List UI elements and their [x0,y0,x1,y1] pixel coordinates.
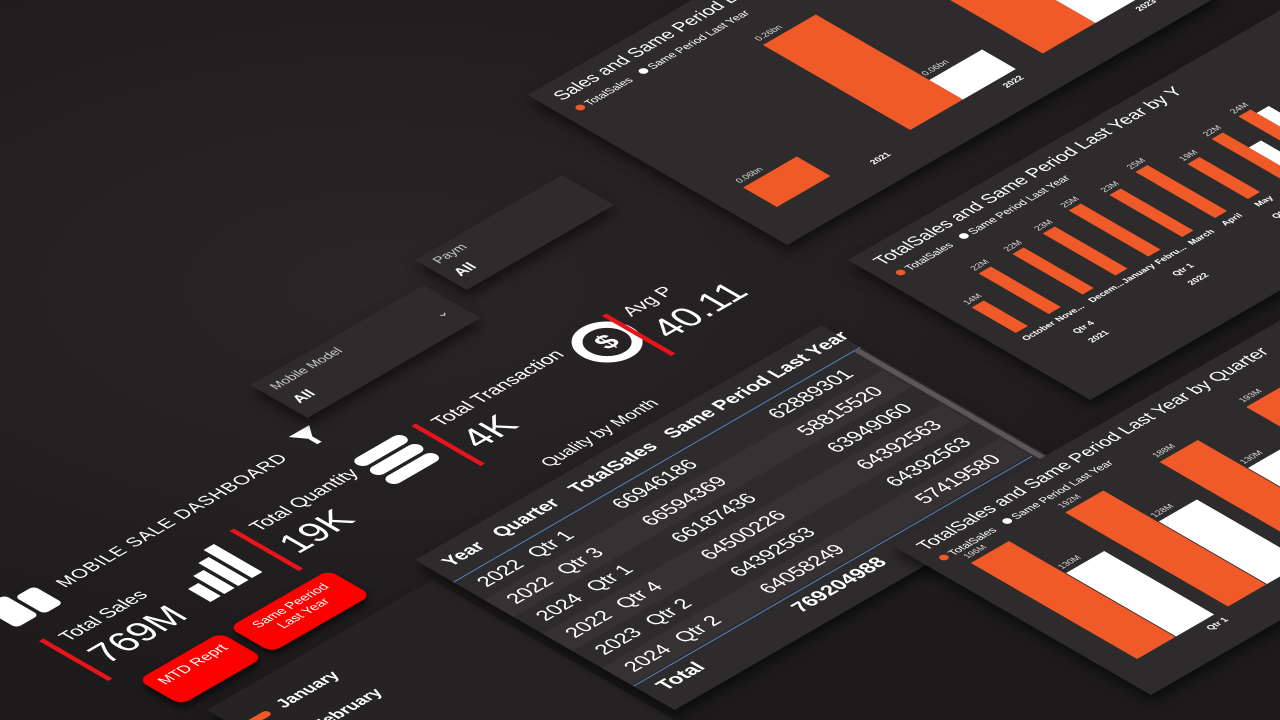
category-label: 2022 [1000,74,1027,90]
category-label: Qtr 1 [1203,616,1231,632]
chevron-down-icon[interactable]: ⌄ [428,306,453,321]
quarter-axis-label: Qtr 2 [1269,204,1280,220]
payment-value: All [449,260,481,279]
month-axis-label: May [1251,194,1276,208]
bar-totalsales [1187,157,1261,199]
category-label: 2021 [867,150,894,166]
month-axis-label: January [1118,262,1158,285]
month-axis-label: Decem... [1085,280,1127,304]
same-period-label: Same Peeriod Last Year [247,581,334,631]
mobile-model-slicer[interactable]: Mobile Model All ⌄ [250,285,481,419]
quarter-axis-label: Qtr 1 [1169,261,1197,278]
year-axis-label: 2022 [1185,271,1212,287]
mobile-model-label: Mobile Model [265,345,346,392]
trend-chart-icon [158,542,263,603]
mtd-report-label: MTD Reprt [154,641,233,688]
quarter-axis-label: Qtr 4 [1069,319,1097,335]
category-label: 2023 [1132,0,1159,13]
month-axis-label: April [1218,211,1245,227]
bar-totalsales [971,300,1028,333]
filter-icon [288,425,330,449]
coins-icon [350,433,451,491]
year-axis-label: 2021 [1085,328,1112,344]
payment-slicer[interactable]: Paym All [414,175,615,291]
bar-totalsales [743,156,831,207]
mobile-model-value: All [288,387,320,406]
month-axis-label: October [1019,319,1058,342]
bar-totalsales [901,0,1096,54]
